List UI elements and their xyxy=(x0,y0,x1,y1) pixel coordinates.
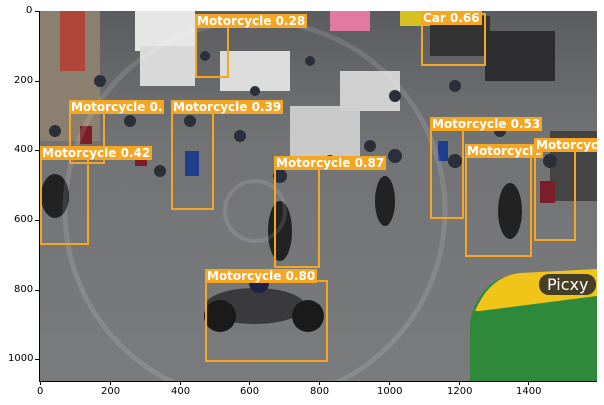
detection-box-motorcycle-8 xyxy=(534,149,576,241)
detection-label-10: Motorcycle 0.80 xyxy=(205,269,318,283)
y-tick-label: 0 xyxy=(26,5,33,16)
x-tick-label: 400 xyxy=(171,386,191,397)
x-tick-label: 600 xyxy=(240,386,260,397)
y-axis-line xyxy=(39,11,40,382)
detection-box-motorcycle-4 xyxy=(430,123,464,219)
detection-label-7: Motorcycle 0.87 xyxy=(274,156,387,170)
detection-label-8: Motorcycle xyxy=(465,144,544,158)
detection-box-motorcycle-7 xyxy=(465,151,532,257)
detection-label-4: Motorcycle 0.39 xyxy=(171,100,284,114)
detection-label-9: Motorcyc xyxy=(534,138,597,152)
x-tick-label: 200 xyxy=(101,386,121,397)
y-tick-label: 1000 xyxy=(8,353,34,364)
x-tick-label: 1000 xyxy=(377,386,403,397)
x-tick-label: 0 xyxy=(37,386,44,397)
y-tick-label: 800 xyxy=(14,284,34,295)
y-tick-label: 600 xyxy=(14,214,34,225)
y-tick-label: 400 xyxy=(14,144,34,155)
detection-box-motorcycle-6 xyxy=(274,167,320,268)
detection-label-3: Motorcycle 0. xyxy=(69,100,165,114)
detection-box-motorcycle-9 xyxy=(205,280,328,362)
detection-box-motorcycle-3 xyxy=(171,102,214,210)
picxy-watermark: Picxy xyxy=(539,274,597,295)
photo-plot-area: Motorcycle 0.28 Car 0.66 Motorcycle 0. M… xyxy=(40,11,597,381)
detection-label-6: Motorcycle 0.42 xyxy=(40,146,153,160)
detection-label-1: Motorcycle 0.28 xyxy=(195,14,308,28)
x-tick-label: 800 xyxy=(310,386,330,397)
detection-box-motorcycle-5 xyxy=(40,152,89,245)
y-tick-label: 200 xyxy=(14,75,34,86)
detection-label-5: Motorcycle 0.53 xyxy=(430,117,543,131)
x-tick-label: 1400 xyxy=(516,386,542,397)
x-tick-label: 1200 xyxy=(447,386,473,397)
x-axis-line xyxy=(39,381,597,382)
detection-label-2: Car 0.66 xyxy=(421,11,482,25)
